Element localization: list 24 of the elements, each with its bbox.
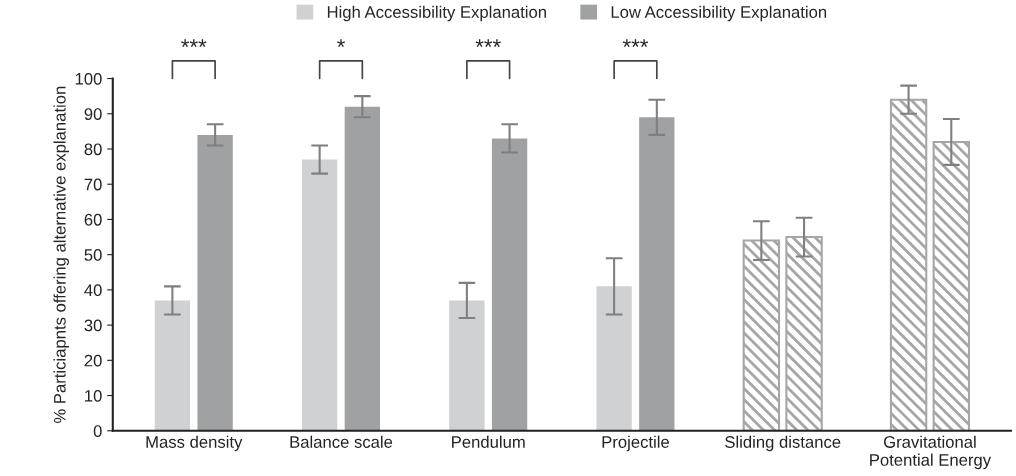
y-tick-label: 80 [84,143,102,156]
y-tick-label: 20 [84,354,102,367]
y-axis-title: % Particiapnts offering alternative explanation [53,86,69,423]
text: * [337,39,345,48]
y-tick-label: 90 [84,108,102,120]
text: *** [181,39,207,48]
y-tick-label: 30 [84,319,102,332]
x-tick-label: Projectile [602,435,669,452]
x-tick-label: Mass density [146,435,243,452]
text: *** [622,39,649,48]
y-tick-label: 0 [93,425,102,437]
legend-label: High Accessibility Explanation [327,5,546,22]
y-tick-label: 10 [85,389,102,402]
y-tick-label: 60 [84,213,102,226]
x-tick-label: Pendulum [452,435,525,448]
text: *** [475,39,501,48]
x-tick-label: Balance scale [290,435,393,448]
y-tick-label: 50 [84,249,102,261]
x-tick-label: Gravitational Potential Energy [870,435,992,470]
y-tick-label: 70 [84,178,102,191]
y-tick-label: 40 [84,284,102,297]
x-tick-label: Sliding distance [725,435,841,452]
legend-label: Low Accessibility Explanation [611,5,827,22]
y-tick-label: 100 [75,72,102,85]
